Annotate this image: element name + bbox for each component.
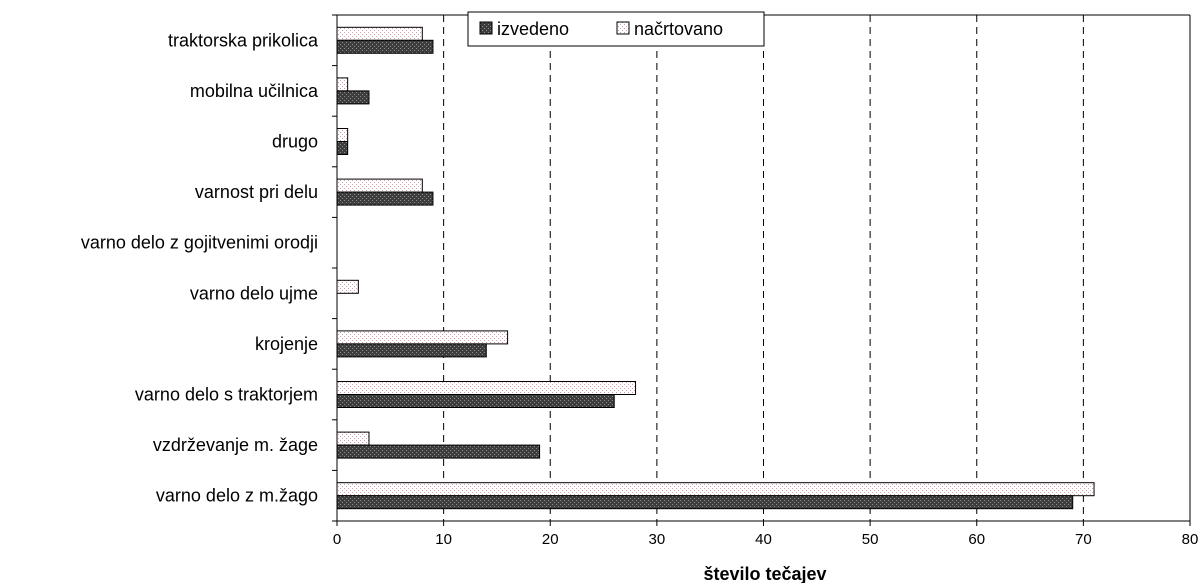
bar-nacrtovano-varno-delo-s-traktorjem [336, 381, 637, 395]
category-label-varno-delo-z-m-zago: varno delo z m.žago [156, 486, 318, 506]
bar-nacrtovano-varno-delo-z-m-zago [336, 482, 1095, 497]
x-tick-label-10: 10 [435, 531, 452, 548]
x-tick-label-30: 30 [649, 531, 666, 548]
legend-label-izvedeno: izvedeno [497, 19, 569, 39]
category-label-traktorska-prikolica: traktorska prikolica [168, 30, 319, 50]
bar-izvedeno-varno-delo-z-m-zago [336, 495, 1074, 510]
category-label-varno-delo-z-gojitvenimi-orodji: varno delo z gojitvenimi orodji [81, 233, 318, 253]
bar-izvedeno-vzdrzevanje-m-zage [336, 444, 541, 459]
category-labels: traktorska prikolica mobilna učilnica drug… [81, 30, 319, 505]
bar-izvedeno-krojenje [336, 343, 487, 358]
x-tick-label-0: 0 [333, 531, 341, 548]
category-label-drugo: drugo [272, 132, 318, 152]
bar-izvedeno-varno-delo-s-traktorjem [336, 394, 615, 408]
category-label-varno-delo-s-traktorjem: varno delo s traktorjem [135, 385, 318, 405]
bar-nacrtovano-varno-delo-ujme [336, 279, 359, 294]
gridlines [443, 15, 1084, 521]
bar-nacrtovano-vzdrzevanje-m-zage [336, 431, 370, 446]
x-tick-label-60: 60 [968, 531, 985, 548]
x-tick-label-70: 70 [1075, 531, 1092, 548]
legend-swatch-nacrtovano [616, 21, 630, 35]
bars [336, 26, 1095, 510]
bar-nacrtovano-traktorska-prikolica [336, 26, 423, 41]
category-label-mobilna-ucilnica: mobilna učilnica [190, 81, 319, 101]
x-tick-label-50: 50 [862, 531, 879, 548]
bar-nacrtovano-krojenje [336, 330, 509, 345]
x-axis-title: število tečajev [703, 564, 826, 583]
category-label-vzdrzevanje-m-zage: vzdrževanje m. žage [153, 435, 318, 455]
x-tick-label-40: 40 [755, 531, 772, 548]
legend: izvedeno načrtovano [467, 11, 765, 47]
x-tick-label-80: 80 [1182, 531, 1199, 548]
bar-izvedeno-varnost-pri-delu [336, 191, 434, 206]
bar-izvedeno-traktorska-prikolica [336, 39, 434, 54]
category-label-varno-delo-ujme: varno delo ujme [190, 283, 318, 303]
bar-izvedeno-drugo [336, 141, 349, 155]
x-tick-labels: 0 10 20 30 40 50 60 70 80 [333, 531, 1199, 548]
bar-nacrtovano-drugo [336, 128, 349, 142]
bar-nacrtovano-mobilna-ucilnica [336, 77, 349, 92]
x-tick-label-20: 20 [542, 531, 559, 548]
legend-box [467, 11, 765, 47]
category-label-krojenje: krojenje [255, 334, 318, 354]
bar-nacrtovano-varnost-pri-delu [336, 178, 423, 193]
bar-izvedeno-mobilna-ucilnica [336, 90, 370, 105]
legend-swatch-izvedeno [479, 21, 493, 35]
legend-label-nacrtovano: načrtovano [634, 19, 723, 39]
category-label-varnost-pri-delu: varnost pri delu [195, 182, 318, 202]
